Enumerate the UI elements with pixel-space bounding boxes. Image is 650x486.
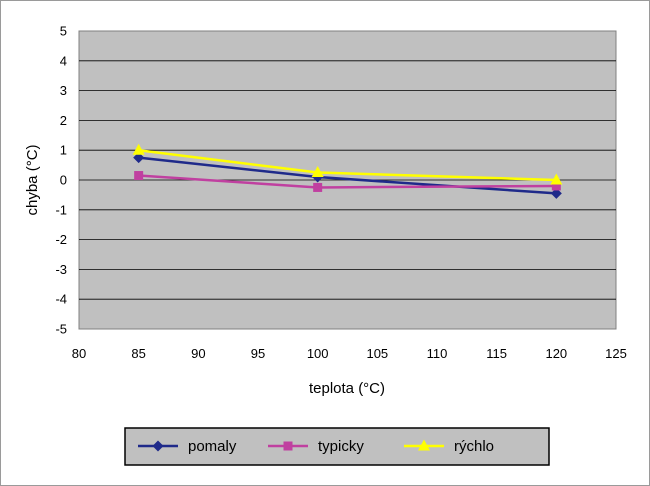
data-point-rýchlo <box>132 143 145 155</box>
x-tick-labels: 80 85 90 95 100 105 110 115 120 125 <box>72 346 627 361</box>
y-axis-title: chyba (°C) <box>24 144 41 215</box>
x-tick-label: 120 <box>545 346 567 361</box>
y-tick-label: 1 <box>60 143 67 158</box>
data-point-rýchlo <box>311 166 324 178</box>
legend-box <box>124 427 550 466</box>
x-tick-label: 80 <box>72 346 86 361</box>
y-tick-label: -1 <box>55 202 67 217</box>
data-point-pomaly <box>133 152 145 164</box>
legend-label-pomaly: pomaly <box>188 438 237 455</box>
data-point-typicky <box>134 171 144 181</box>
x-axis-title: teplota (°C) <box>309 380 385 397</box>
data-point-typicky <box>313 182 323 192</box>
legend-label-typicky: typicky <box>318 438 364 455</box>
y-tick-label: 2 <box>60 113 67 128</box>
legend: pomaly typicky rýchlo <box>124 427 550 466</box>
data-point-rýchlo <box>550 173 563 185</box>
y-tick-label: 3 <box>60 83 67 98</box>
x-tick-label: 95 <box>251 346 265 361</box>
legend-marker-typicky <box>283 441 293 451</box>
y-tick-label: 4 <box>60 53 67 68</box>
y-tick-label: -3 <box>55 262 67 277</box>
data-point-typicky <box>551 181 561 191</box>
x-tick-label: 100 <box>307 346 329 361</box>
legend-label-rýchlo: rýchlo <box>454 438 494 455</box>
legend-marker-rýchlo <box>418 439 430 451</box>
y-tick-labels: 5 4 3 2 1 0 -1 -2 -3 -4 -5 <box>55 24 67 337</box>
y-tick-label: -4 <box>55 292 67 307</box>
x-tick-label: 125 <box>605 346 627 361</box>
x-tick-label: 115 <box>486 346 507 361</box>
series-group <box>132 143 563 199</box>
x-tick-label: 105 <box>366 346 388 361</box>
legend-marker-pomaly <box>152 440 164 452</box>
x-tick-label: 85 <box>131 346 145 361</box>
y-tick-label: -2 <box>55 232 67 247</box>
y-tick-label: 0 <box>60 173 67 188</box>
y-tick-label: 5 <box>60 24 67 39</box>
data-point-pomaly <box>550 187 562 199</box>
x-tick-label: 90 <box>191 346 205 361</box>
y-tick-label: -5 <box>55 322 67 337</box>
x-tick-label: 110 <box>427 346 448 361</box>
